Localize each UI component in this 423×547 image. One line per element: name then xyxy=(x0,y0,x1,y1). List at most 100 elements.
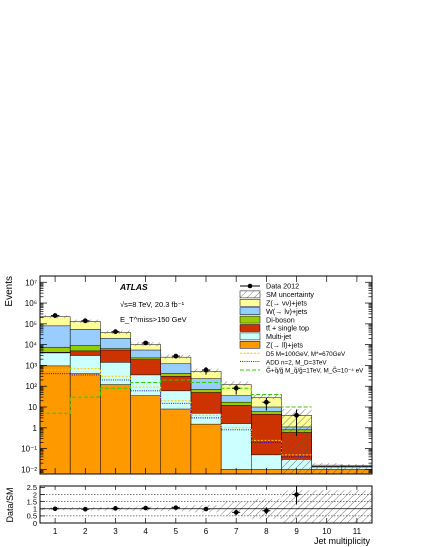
bar-zll-5 xyxy=(160,408,192,474)
main-ytick-label: 10³ xyxy=(25,361,37,370)
legend-swatch xyxy=(239,290,261,299)
ratio-band-11 xyxy=(341,490,372,523)
data-point-5 xyxy=(173,353,179,359)
bar-zll-1 xyxy=(40,365,71,474)
x-tick-label: 9 xyxy=(294,527,299,536)
bar-zll-6 xyxy=(190,423,222,474)
ratio-ytick-label: 0 xyxy=(33,519,37,528)
atlas-label: ATLAS xyxy=(119,282,148,292)
energy-lumi-label: √s=8 TeV, 20.3 fb⁻¹ xyxy=(120,300,185,309)
bar-zll-3 xyxy=(100,384,131,474)
ratio-ytick-label: 2.5 xyxy=(27,483,37,492)
data-points xyxy=(51,313,301,437)
bar-zll-4 xyxy=(130,395,161,474)
legend-label: ADD n=2, M_D=3TeV xyxy=(266,359,327,366)
legend-swatch xyxy=(239,307,261,315)
legend-item-data: Data 2012 xyxy=(240,282,299,291)
legend-label: SM uncertainty xyxy=(266,290,314,299)
signal-add xyxy=(40,373,312,458)
x-tick-label: 5 xyxy=(174,527,179,536)
ratio-point-3 xyxy=(113,506,118,511)
ratio-point-9 xyxy=(294,492,299,497)
ratio-point-1 xyxy=(52,506,58,512)
legend-item-add: ADD n=2, M_D=3TeV xyxy=(240,359,327,366)
legend-item-diboson: Di-boson xyxy=(239,315,295,324)
ratio-ytick-label: 1.5 xyxy=(27,497,37,506)
x-tick-label: 4 xyxy=(143,527,148,536)
ratio-panel: 00.511.522.5 1 2 3 4 5 6 7 8 9 10 11 Data/SM Jet m… xyxy=(5,483,373,546)
main-ytick-label: 1 xyxy=(33,424,38,433)
legend-item-gravitino: G̃+q̃/g̃ M_q̃/g̃=1TeV, M_G̃=10⁻⁴ eV xyxy=(240,367,364,375)
main-plot-area xyxy=(40,313,372,474)
legend-item-znunu: Z(→ νν)+jets xyxy=(239,299,307,308)
main-ytick-label: 10⁻¹ xyxy=(21,445,37,454)
legend-label: Di-boson xyxy=(266,315,295,324)
x-tick-label: 3 xyxy=(113,527,118,536)
data-point-9 xyxy=(294,412,299,418)
data-point-2 xyxy=(82,318,88,324)
legend-label: Z(→ ll)+jets xyxy=(266,341,303,350)
bar-zll-2 xyxy=(69,373,101,474)
data-point-8 xyxy=(263,399,269,405)
legend-label: G̃+q̃/g̃ M_q̃/g̃=1TeV, M_G̃=10⁻⁴ eV xyxy=(266,367,364,375)
x-tick-label: 1 xyxy=(53,527,58,536)
legend-item-ttbar: tt̄ + single top xyxy=(239,324,309,333)
ratio-x-ticks: 1 2 3 4 5 6 7 8 9 10 11 xyxy=(53,486,362,536)
main-ytick-label: 10 xyxy=(28,403,37,412)
ratio-ytick-label: 2 xyxy=(33,490,37,499)
ratio-point-6 xyxy=(203,506,209,512)
main-ytick-label: 10⁻² xyxy=(21,465,37,474)
ratio-band-10 xyxy=(311,490,342,523)
main-y-ticks: 10⁻² 10⁻¹ 1 10 10² 10³ 10⁴ 10⁵ 10⁶ 10⁷ xyxy=(21,275,372,474)
signal-d5 xyxy=(40,368,312,456)
ratio-point-7 xyxy=(233,510,239,515)
legend-swatch xyxy=(239,324,261,332)
bar-multijet-7 xyxy=(220,423,252,474)
x-axis-label: Jet multiplicity xyxy=(314,536,371,546)
signal-gravitino xyxy=(40,379,312,414)
legend-swatch xyxy=(239,332,261,341)
main-ytick-label: 10⁶ xyxy=(25,299,37,308)
legend-item-multijet: Multi-jet xyxy=(239,332,291,341)
legend-swatch xyxy=(239,315,261,324)
legend-swatch xyxy=(239,341,261,349)
ratio-point-8 xyxy=(264,508,269,514)
legend-item-zll: Z(→ ll)+jets xyxy=(239,341,303,350)
ratio-y-label: Data/SM xyxy=(5,487,15,522)
sm-uncertainty-8 xyxy=(251,394,282,400)
legend-label: Z(→ νν)+jets xyxy=(266,299,307,308)
main-ytick-label: 10⁷ xyxy=(25,278,37,287)
data-point-4 xyxy=(143,340,149,346)
legend-label: Data 2012 xyxy=(266,282,299,291)
met-cut-label: E_T^miss>150 GeV xyxy=(120,315,187,324)
legend-label: tt̄ + single top xyxy=(266,324,309,333)
main-panel: 10⁻² 10⁻¹ 1 10 10² 10³ 10⁴ 10⁵ 10⁶ 10⁷ Events ATL… xyxy=(4,275,373,475)
main-y-label: Events xyxy=(4,276,15,307)
main-ytick-label: 10⁴ xyxy=(25,341,38,350)
legend-label: Multi-jet xyxy=(266,332,291,341)
ratio-point-2 xyxy=(82,506,88,512)
ratio-y-ticks: 00.511.522.5 xyxy=(27,483,45,528)
data-point-7 xyxy=(233,385,239,391)
x-tick-label: 10 xyxy=(322,527,331,536)
legend-item-sm_unc: SM uncertainty xyxy=(239,290,314,299)
ratio-ytick-label: 1 xyxy=(33,505,37,514)
x-tick-label: 7 xyxy=(234,527,239,536)
ratio-point-5 xyxy=(173,505,179,510)
legend-item-wlnu: W(→ lν)+jets xyxy=(239,307,308,316)
main-ytick-label: 10⁵ xyxy=(25,320,37,329)
main-ytick-label: 10² xyxy=(25,382,37,391)
data-point-6 xyxy=(203,367,209,373)
data-point-1 xyxy=(52,313,58,318)
sm-uncertainty-7 xyxy=(221,381,252,387)
ratio-plot-area xyxy=(40,486,372,523)
bar-multijet-8 xyxy=(251,454,282,474)
x-tick-label: 11 xyxy=(353,527,362,536)
x-tick-label: 8 xyxy=(264,527,269,536)
x-tick-label: 2 xyxy=(83,527,88,536)
ratio-ytick-label: 0.5 xyxy=(27,512,37,521)
ratio-point-4 xyxy=(143,505,148,511)
x-tick-label: 6 xyxy=(204,527,209,536)
